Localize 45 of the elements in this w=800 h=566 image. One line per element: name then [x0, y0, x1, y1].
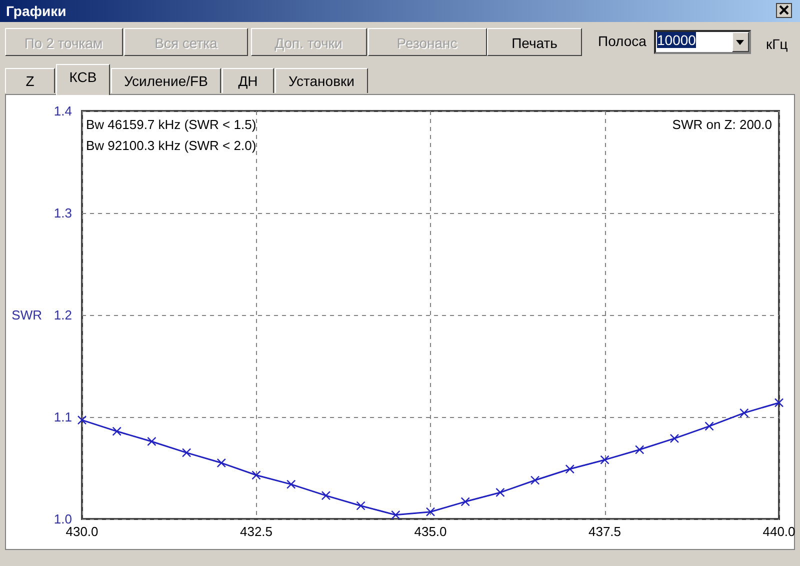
point [356, 501, 366, 510]
annotation: SWR on Z: 200.0 [672, 117, 772, 132]
y-tick-label: 1.0 [54, 512, 72, 526]
x-tick-label: 435.0 [414, 524, 447, 539]
text: КСВ [56, 64, 110, 95]
point [460, 497, 470, 506]
y-axis-title: SWR [12, 308, 42, 322]
point [704, 422, 714, 431]
text: 10000 [657, 32, 696, 48]
x-tick-label: 440.0 [762, 524, 796, 539]
text: Печать [487, 28, 582, 56]
x-tick-label: 430.0 [66, 524, 98, 539]
y-tick-label: 1.4 [54, 104, 72, 118]
point [286, 480, 296, 489]
point [530, 476, 540, 485]
point [77, 415, 87, 425]
annotation: Bw 46159.7 kHz (SWR < 1.5) [86, 117, 256, 132]
point [496, 488, 505, 498]
point [565, 464, 574, 474]
y-tick-label: 1.3 [54, 206, 72, 220]
text: кГц [766, 36, 788, 52]
x-tick-label: 432.5 [240, 524, 273, 539]
y-tick-label: 1.2 [54, 308, 72, 322]
point [740, 408, 749, 418]
text: Z [5, 68, 55, 93]
text: ДН [222, 68, 274, 93]
point [600, 455, 610, 464]
point [216, 458, 226, 468]
text: Усиление/FB [111, 68, 221, 93]
text: Установки [275, 68, 368, 93]
point [147, 436, 156, 446]
point [635, 445, 644, 454]
point [182, 448, 192, 458]
y-tick-label: 1.1 [54, 410, 72, 424]
point [774, 398, 784, 408]
point [426, 507, 436, 516]
point [321, 490, 331, 500]
point [112, 426, 122, 436]
text: Полоса [598, 33, 646, 49]
point [670, 434, 680, 444]
point [391, 510, 400, 520]
point [252, 470, 261, 480]
annotation: Bw 92100.3 kHz (SWR < 2.0) [86, 138, 256, 153]
chart-title: Графики [0, 0, 800, 22]
x-tick-label: 437.5 [588, 524, 622, 539]
